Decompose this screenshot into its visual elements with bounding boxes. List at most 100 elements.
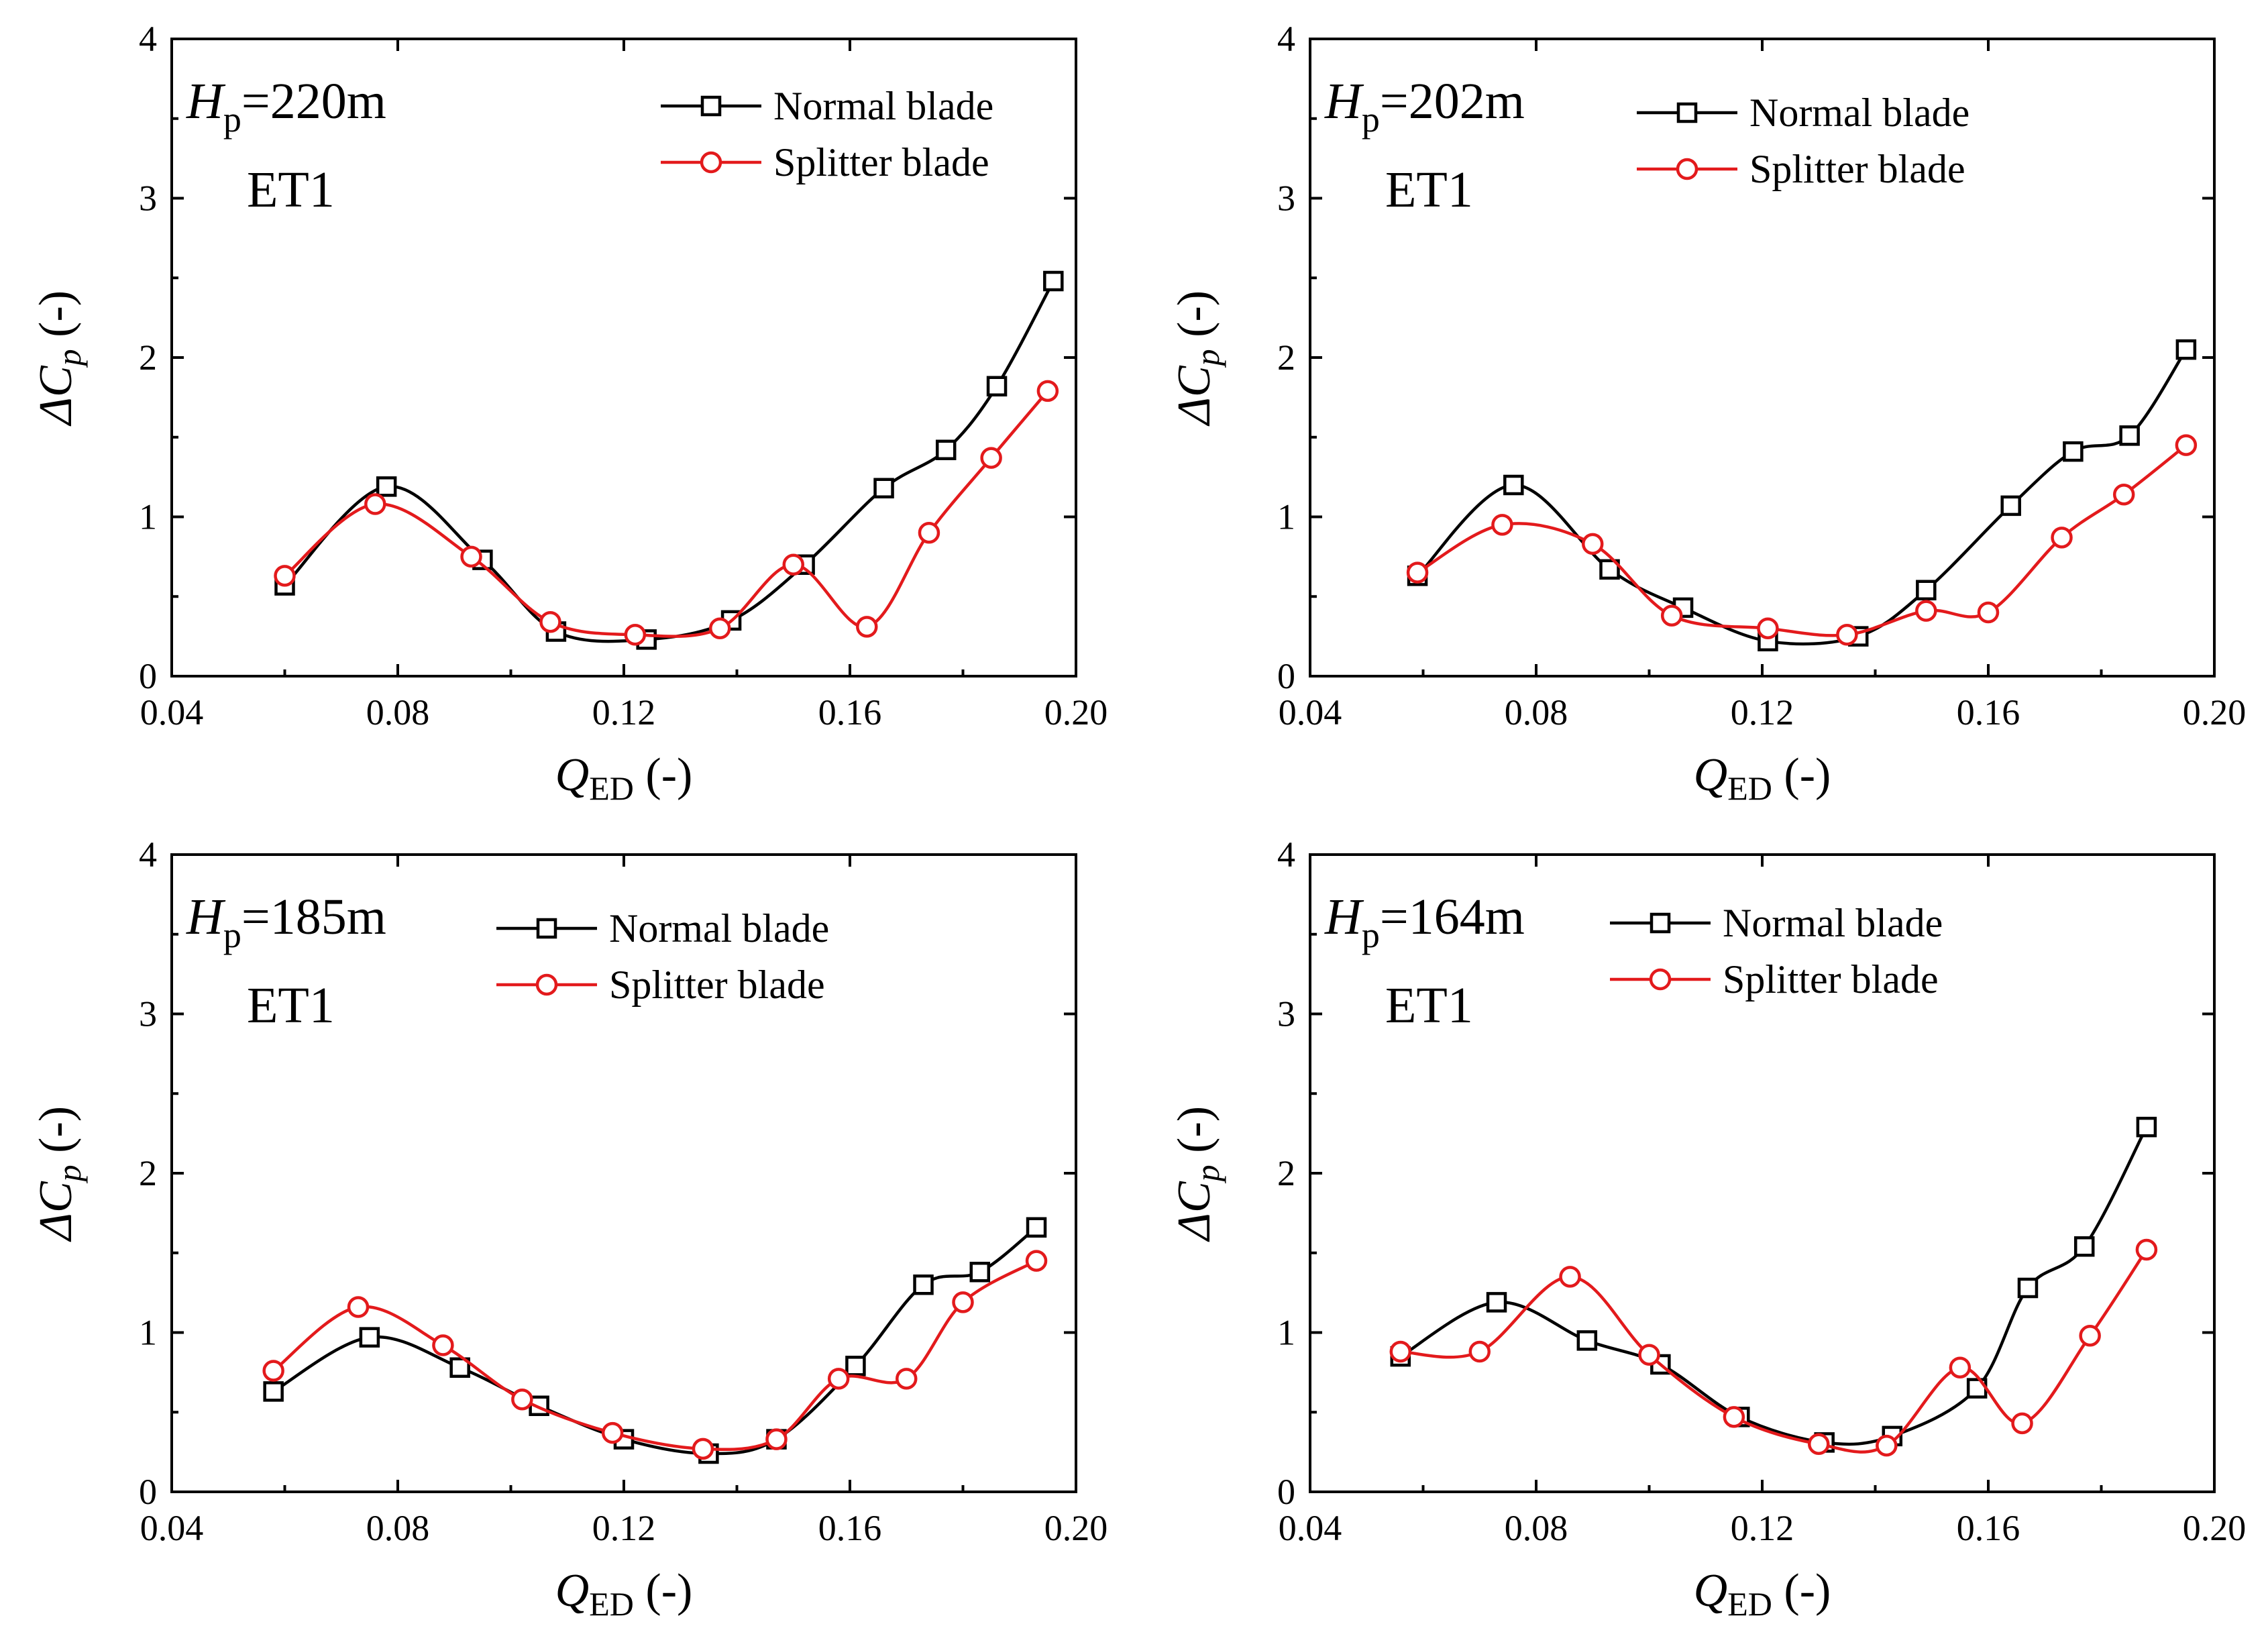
series-line-normal-blade xyxy=(1416,348,2188,646)
data-point-splitter-blade xyxy=(782,553,804,576)
data-point-normal-blade xyxy=(1503,474,1524,496)
data-point-normal-blade xyxy=(1043,270,1064,292)
data-point-splitter-blade xyxy=(2175,434,2198,456)
data-point-normal-blade xyxy=(969,1262,991,1283)
data-point-splitter-blade xyxy=(708,617,731,639)
data-point-normal-blade xyxy=(935,439,957,460)
data-point-normal-blade xyxy=(986,376,1008,396)
data-point-normal-blade xyxy=(263,1381,284,1402)
data-point-normal-blade xyxy=(913,1275,934,1295)
x-tick-label: 0.20 xyxy=(2183,1508,2247,1548)
legend-marker-square xyxy=(1676,102,1698,123)
y-tick-label: 2 xyxy=(139,1153,157,1193)
data-point-splitter-blade xyxy=(1468,1340,1491,1363)
x-tick-label: 0.16 xyxy=(1957,1508,2020,1548)
data-point-splitter-blade xyxy=(1723,1406,1745,1428)
legend-marker-square xyxy=(700,95,722,117)
case-annotation: ET1 xyxy=(247,977,335,1034)
legend-label: Normal blade xyxy=(773,84,993,128)
head-annotation: Hp=220m xyxy=(186,73,386,140)
chart-panel-1: 0.04 0.08 0.12 0.16 0.20 0 1 2 3 4 QED (-) ΔCp (-) H… xyxy=(30,19,1108,807)
x-tick-label: 0.16 xyxy=(1957,692,2020,733)
data-point-normal-blade xyxy=(2017,1277,2039,1299)
data-point-normal-blade xyxy=(1026,1217,1047,1238)
y-tick-label: 4 xyxy=(139,19,157,59)
data-point-splitter-blade xyxy=(692,1438,714,1460)
legend-label: Splitter blade xyxy=(773,140,989,184)
data-point-normal-blade xyxy=(1916,580,1937,600)
data-point-normal-blade xyxy=(449,1357,470,1378)
head-annotation: Hp=164m xyxy=(1324,889,1525,955)
data-point-splitter-blade xyxy=(2051,527,2073,549)
legend-marker-circle xyxy=(700,151,722,174)
data-point-splitter-blade xyxy=(624,624,647,646)
head-annotation: Hp=202m xyxy=(1324,73,1525,140)
y-tick-label: 3 xyxy=(139,994,157,1034)
x-tick-label: 0.12 xyxy=(1731,692,1794,733)
x-tick-label: 0.16 xyxy=(818,1508,882,1548)
data-point-splitter-blade xyxy=(1406,561,1429,584)
y-tick-label: 1 xyxy=(139,1313,157,1353)
x-tick-label: 0.16 xyxy=(818,692,882,733)
data-point-splitter-blade xyxy=(765,1428,788,1450)
data-point-normal-blade xyxy=(1486,1292,1507,1313)
legend-marker-circle xyxy=(535,973,558,996)
data-point-splitter-blade xyxy=(1757,617,1779,639)
data-point-normal-blade xyxy=(2000,495,2021,517)
plot-frame xyxy=(1309,853,2216,1493)
data-point-splitter-blade xyxy=(2011,1412,2033,1435)
data-point-splitter-blade xyxy=(918,522,940,544)
legend-label: Splitter blade xyxy=(1749,147,1965,191)
y-tick-label: 2 xyxy=(1277,337,1295,378)
y-axis-title: ΔCp (-) xyxy=(1169,290,1226,427)
data-point-normal-blade xyxy=(1576,1330,1598,1351)
x-tick-label: 0.20 xyxy=(1044,1508,1108,1548)
data-point-splitter-blade xyxy=(896,1368,918,1390)
x-tick-label: 0.04 xyxy=(140,1508,204,1548)
data-point-normal-blade xyxy=(376,476,397,497)
x-tick-label: 0.04 xyxy=(140,692,204,733)
data-point-splitter-blade xyxy=(2135,1238,2158,1261)
data-point-splitter-blade xyxy=(2112,484,2135,506)
data-point-splitter-blade xyxy=(2079,1325,2101,1347)
data-point-splitter-blade xyxy=(274,565,296,587)
y-tick-label: 3 xyxy=(139,178,157,219)
x-axis-title: QED (-) xyxy=(555,1565,693,1623)
data-point-splitter-blade xyxy=(952,1291,974,1313)
x-tick-label: 0.08 xyxy=(1505,1508,1568,1548)
data-point-splitter-blade xyxy=(1638,1344,1660,1366)
x-tick-label: 0.08 xyxy=(366,692,430,733)
x-tick-label: 0.12 xyxy=(592,692,656,733)
data-point-splitter-blade xyxy=(1949,1356,1972,1378)
x-axis-title: QED (-) xyxy=(1694,749,1831,807)
chart-panel-4: 0.04 0.08 0.12 0.16 0.20 0 1 2 3 4 QED (-) ΔCp (-) H… xyxy=(1169,834,2246,1623)
y-tick-label: 0 xyxy=(1277,656,1295,696)
x-tick-label: 0.04 xyxy=(1279,692,1342,733)
y-tick-label: 2 xyxy=(1277,1153,1295,1193)
x-axis-title: QED (-) xyxy=(555,749,693,807)
y-axis-title: ΔCp (-) xyxy=(1169,1106,1226,1242)
data-point-splitter-blade xyxy=(364,493,386,515)
data-point-splitter-blade xyxy=(1036,380,1059,402)
data-point-splitter-blade xyxy=(432,1334,454,1356)
data-point-splitter-blade xyxy=(827,1368,850,1390)
series-line-splitter-blade xyxy=(284,390,1049,638)
legend-label: Splitter blade xyxy=(1723,957,1939,1001)
case-annotation: ET1 xyxy=(247,162,335,218)
data-point-splitter-blade xyxy=(460,545,482,568)
data-point-splitter-blade xyxy=(856,616,878,638)
data-point-splitter-blade xyxy=(539,611,561,633)
x-tick-label: 0.20 xyxy=(1044,692,1108,733)
series-line-normal-blade xyxy=(272,1226,1038,1456)
x-tick-label: 0.12 xyxy=(592,1508,656,1548)
data-point-splitter-blade xyxy=(1660,604,1683,627)
x-tick-label: 0.08 xyxy=(366,1508,430,1548)
data-point-splitter-blade xyxy=(1389,1340,1412,1363)
data-point-splitter-blade xyxy=(1559,1266,1581,1288)
y-tick-label: 3 xyxy=(1277,994,1295,1034)
y-tick-label: 4 xyxy=(139,834,157,875)
data-point-splitter-blade xyxy=(1582,533,1604,555)
data-point-splitter-blade xyxy=(1915,600,1937,622)
legend-marker-square xyxy=(536,918,557,939)
